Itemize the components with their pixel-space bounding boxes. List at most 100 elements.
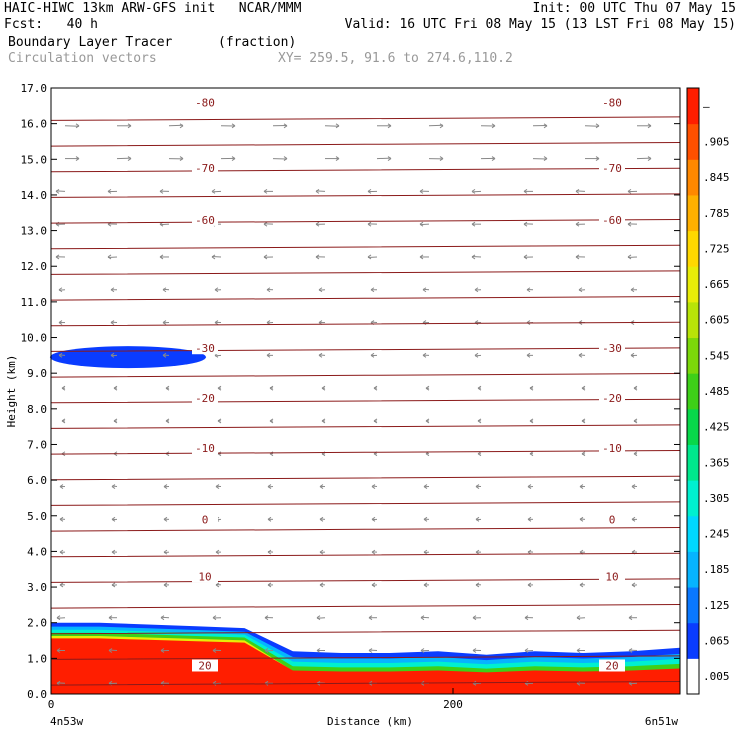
circulation-vector-head	[318, 352, 323, 358]
header-line1-right: Init: 00 UTC Thu 07 May 15	[532, 1, 737, 16]
isotherm-line	[50, 244, 681, 250]
isotherm-label-bg	[192, 342, 218, 355]
colorbar-frame	[686, 87, 700, 695]
circulation-vector-head	[581, 451, 586, 457]
circulation-vector-head	[267, 516, 272, 522]
isotherm-line	[50, 219, 681, 224]
y-axis-label: Height (km)	[5, 355, 18, 428]
isotherm-label: -30	[602, 342, 622, 355]
circulation-vector-head	[211, 254, 216, 260]
circulation-vector-head	[111, 549, 116, 555]
isotherm-line	[50, 270, 681, 275]
isotherm-line	[50, 321, 681, 327]
y-tick-label: 15.0	[21, 153, 48, 166]
circulation-vector-head	[215, 484, 220, 489]
circulation-vector-head	[631, 516, 636, 522]
circulation-vector-head	[633, 418, 638, 424]
circulation-vector-head	[159, 254, 164, 260]
vector-label: Circulation vectors	[8, 51, 157, 66]
isotherm-label: 20	[198, 659, 211, 672]
isotherm-label: -30	[195, 342, 215, 355]
circulation-vector-head	[419, 254, 424, 260]
circulation-vector-head	[472, 615, 477, 621]
y-tick-label: 4.0	[27, 545, 47, 558]
circulation-vector-head	[477, 385, 482, 391]
circulation-vector-head	[263, 188, 268, 194]
circulation-vector-head	[162, 287, 167, 293]
isotherm-label-bg	[192, 96, 218, 109]
circulation-vector-head	[387, 156, 392, 161]
circulation-vector-head	[163, 549, 168, 555]
circulation-vector-head	[58, 287, 63, 293]
y-tick-label: 8.0	[27, 403, 47, 416]
circulation-vector-head	[523, 188, 528, 194]
x-end-label-left: 4n53w	[50, 715, 83, 728]
circulation-vector-head	[419, 221, 424, 227]
circulation-vector-head	[269, 418, 274, 424]
circulation-vector-head	[576, 615, 581, 621]
circulation-vector-head	[163, 582, 168, 588]
isotherm-line	[50, 167, 681, 173]
isotherm-label: -70	[602, 162, 622, 175]
field-name: Boundary Layer Tracer	[8, 35, 173, 50]
circulation-vector-head	[371, 484, 376, 489]
circulation-vector-head	[371, 516, 376, 522]
isotherm-label-bg	[599, 213, 625, 226]
isotherm-label-bg	[192, 442, 218, 455]
colorbar-label: .905	[703, 135, 730, 148]
circulation-vector-head	[425, 385, 430, 391]
colorbar-label: .365	[703, 456, 730, 469]
circulation-vector-head	[526, 287, 531, 293]
colorbar-label: .005	[703, 670, 730, 683]
circulation-vector-head	[474, 352, 479, 358]
colorbar-swatch	[687, 587, 699, 624]
circulation-vector-head	[472, 648, 477, 653]
circulation-vector-head	[215, 582, 220, 588]
circulation-vector-head	[630, 287, 635, 293]
circulation-vector-head	[527, 484, 532, 489]
circulation-vector-head	[474, 287, 479, 293]
circulation-vector-head	[576, 648, 581, 653]
circulation-vector-head	[59, 484, 64, 489]
isotherm-label-bg	[599, 659, 625, 672]
circulation-vector-head	[471, 221, 476, 227]
circulation-vector-head	[264, 648, 269, 653]
isotherm-line	[50, 193, 681, 198]
circulation-vector-head	[543, 123, 548, 129]
circulation-vector-head	[283, 156, 288, 161]
colorbar-label: .305	[703, 492, 730, 505]
circulation-vector-head	[595, 123, 600, 129]
circulation-vector-head	[319, 516, 324, 522]
circulation-vector-head	[321, 418, 326, 424]
colorbar-label: .425	[703, 421, 730, 434]
circulation-vector-head	[471, 188, 476, 194]
circulation-vector-head	[163, 484, 168, 489]
colorbar-swatch	[687, 515, 699, 552]
circulation-vector-head	[579, 516, 584, 522]
circulation-vector-head	[420, 615, 425, 621]
y-tick-label: 0.0	[27, 688, 47, 701]
circulation-vector-head	[367, 188, 372, 194]
colorbar-swatch	[687, 194, 699, 232]
circulation-vector-head	[475, 582, 480, 588]
circulation-vector-head	[543, 156, 548, 161]
isotherm-label: -80	[602, 96, 622, 109]
circulation-vector-head	[529, 451, 534, 457]
circulation-vector-head	[217, 385, 222, 391]
circulation-vector-head	[475, 484, 480, 489]
plot-frame	[50, 87, 681, 695]
circulation-vector-head	[61, 418, 66, 424]
circulation-vector-head	[127, 156, 132, 161]
y-tick-label: 7.0	[27, 438, 47, 451]
circulation-vector-head	[373, 385, 378, 391]
colorbar-swatch	[687, 301, 699, 339]
circulation-vector-head	[628, 615, 633, 621]
circulation-vector-head	[419, 188, 424, 194]
isotherm-label-bg	[599, 96, 625, 109]
circulation-vector-head	[160, 615, 165, 621]
circulation-vector-head	[111, 516, 116, 522]
circulation-vector-head	[163, 516, 168, 522]
circulation-vector-head	[108, 648, 113, 653]
circulation-vector-head	[423, 549, 428, 555]
colorbar-swatch	[687, 551, 699, 588]
